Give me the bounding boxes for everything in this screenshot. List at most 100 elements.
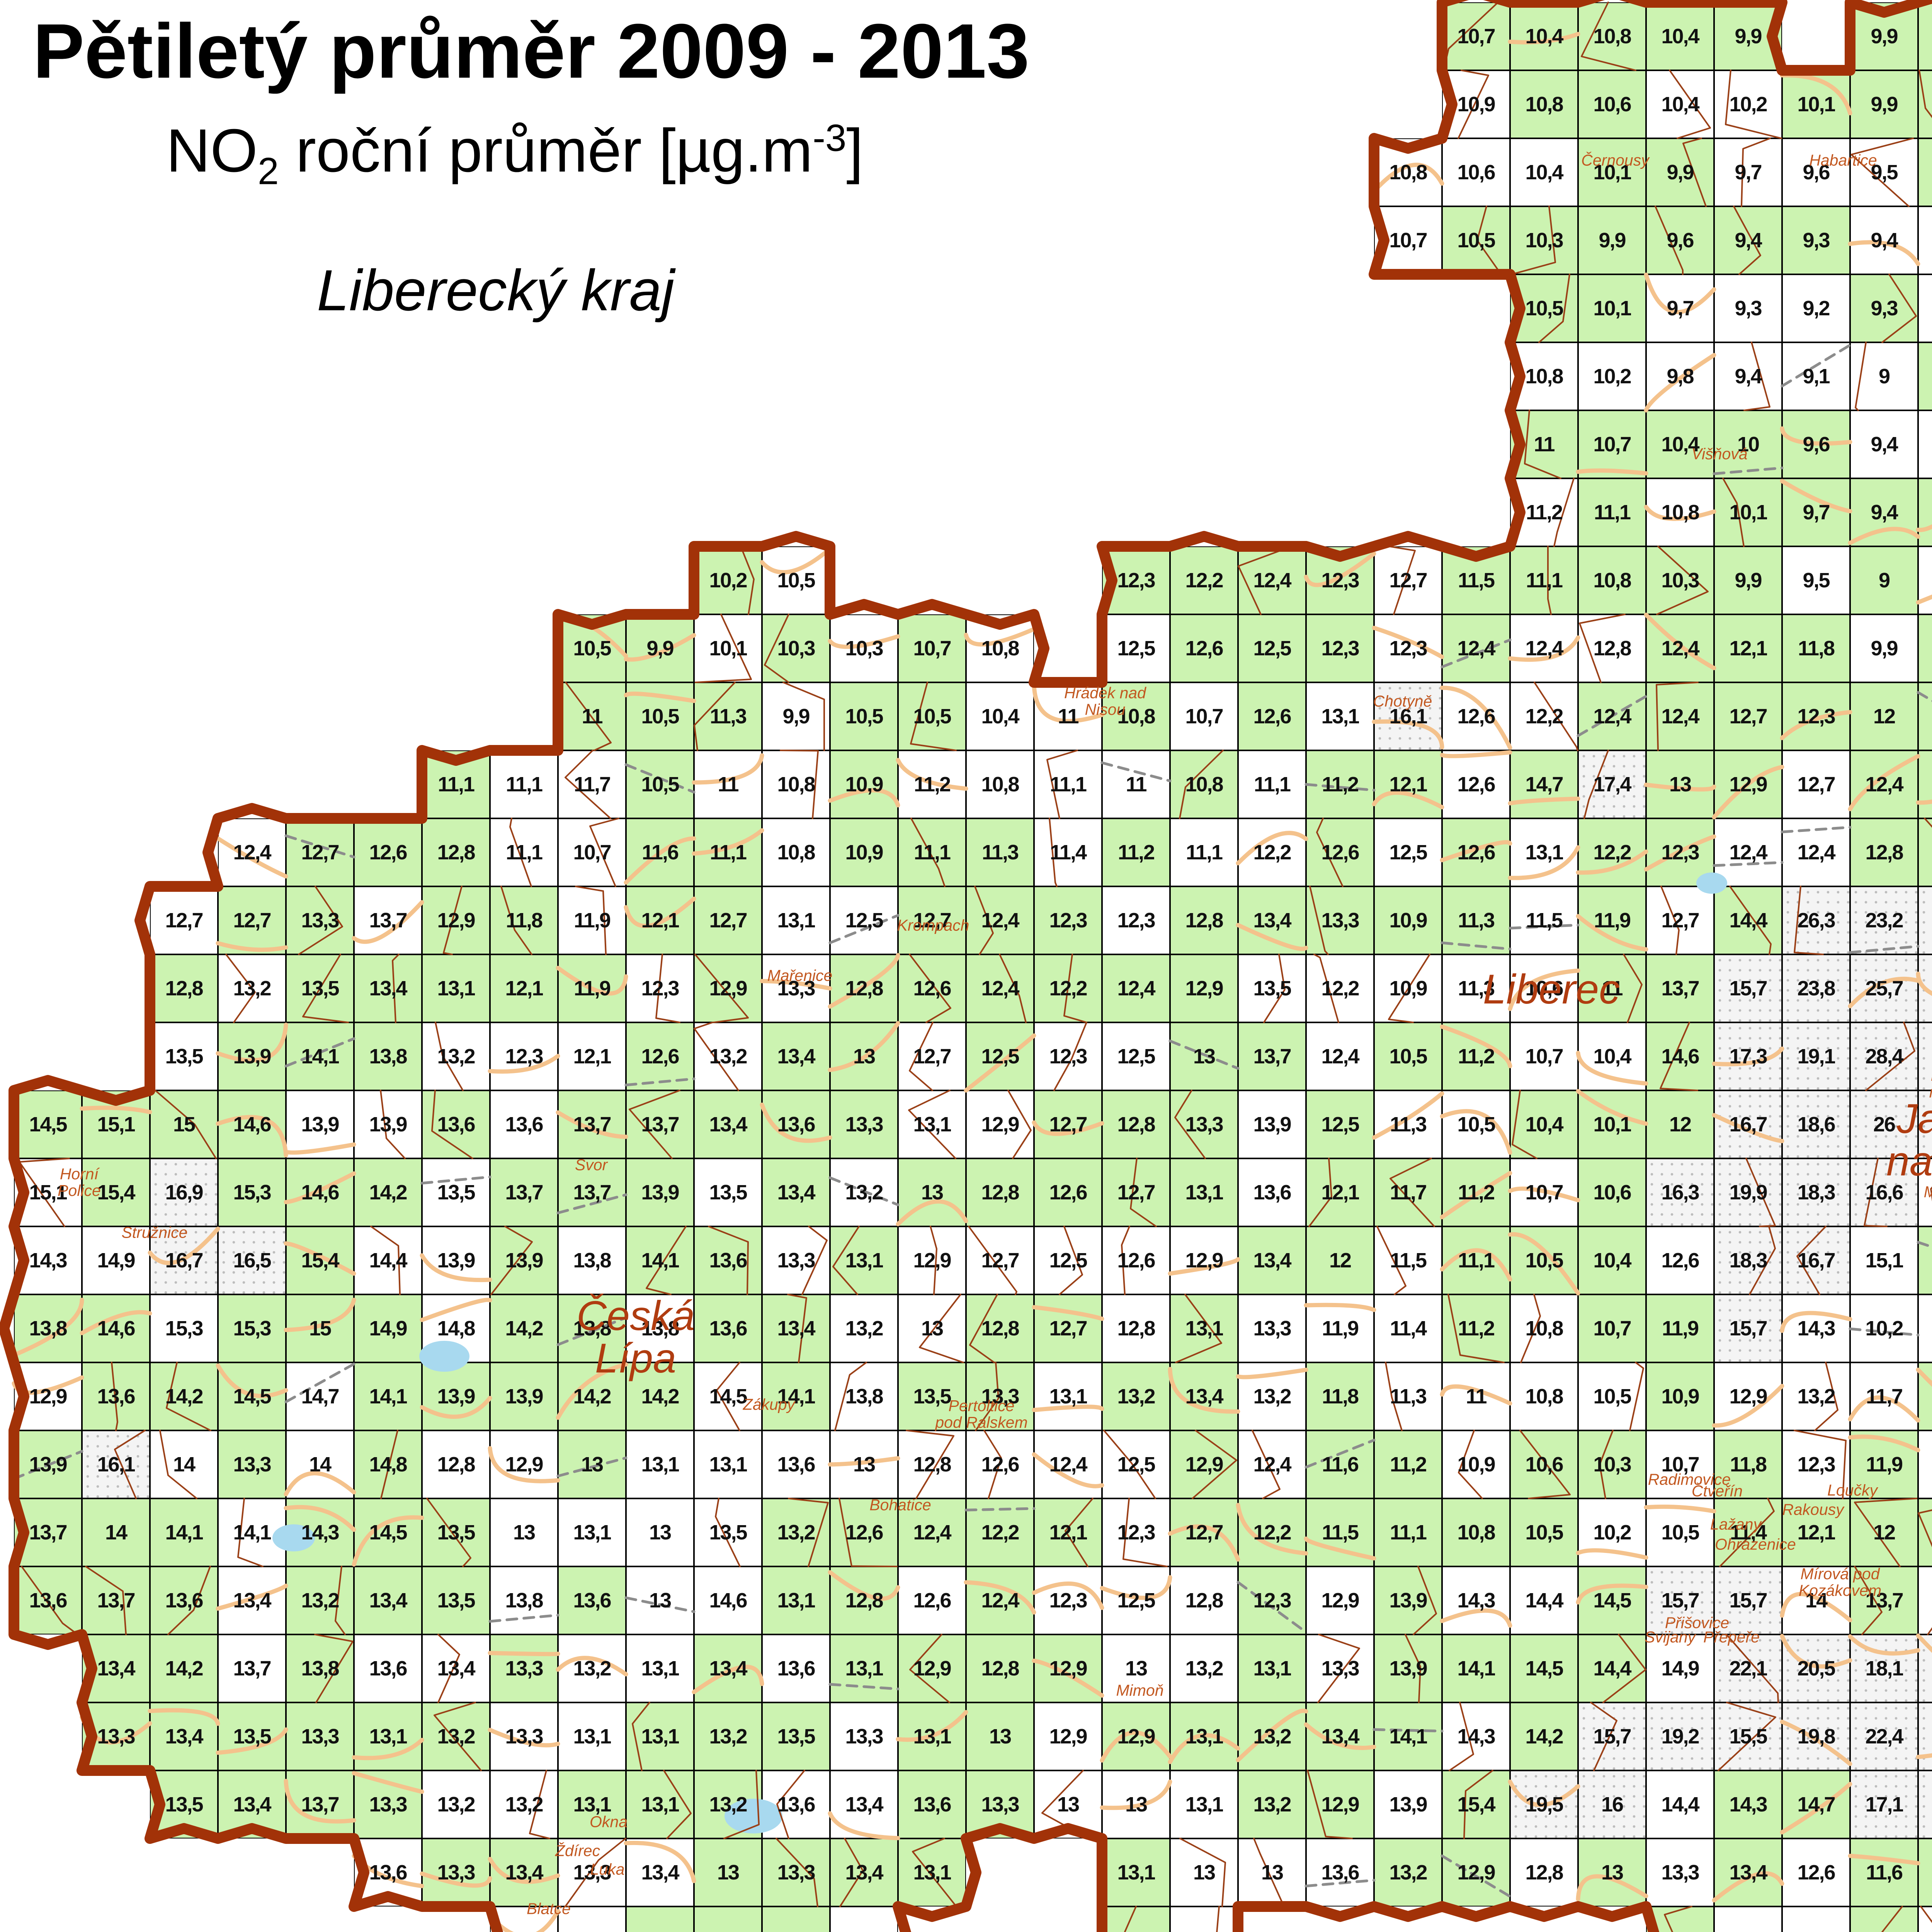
grid-cell [830, 750, 898, 818]
grid-cell [966, 1430, 1034, 1498]
grid-cell [1510, 1294, 1578, 1362]
grid-cell [626, 1090, 694, 1158]
grid-cell [1578, 410, 1646, 478]
grid-cell [1238, 1090, 1306, 1158]
grid-cell [1714, 206, 1782, 274]
grid-cell [1646, 546, 1714, 614]
grid-cell [1646, 1362, 1714, 1430]
place-label-line: Chotyně [1373, 692, 1432, 710]
grid-cell [1102, 1362, 1170, 1430]
grid-cell [490, 1294, 558, 1362]
grid-cell [1238, 886, 1306, 954]
grid-cell [626, 1294, 694, 1362]
place-label-line: Nisou [1085, 701, 1126, 718]
grid-cell [1850, 274, 1918, 342]
grid-cell [1442, 1090, 1510, 1158]
grid-cell [1714, 1022, 1782, 1090]
grid-cell [422, 1498, 490, 1566]
grid-cell [1510, 886, 1578, 954]
grid-cell [1510, 342, 1578, 410]
grid-cell [422, 886, 490, 954]
grid-cell [1442, 750, 1510, 818]
grid-cell [1918, 682, 1932, 750]
grid-cell [1510, 1090, 1578, 1158]
place-label-line: Stružnice [121, 1223, 188, 1242]
grid-cell [898, 1090, 966, 1158]
grid-cell [490, 1498, 558, 1566]
grid-cell [1102, 1022, 1170, 1090]
grid-cell [1918, 886, 1932, 954]
grid-cell [830, 1362, 898, 1430]
grid-cell [626, 750, 694, 818]
place-label: Radimovice [1648, 1471, 1731, 1488]
grid-cell [898, 1022, 966, 1090]
grid-cell [1442, 682, 1510, 750]
grid-cell [762, 682, 830, 750]
grid-cell [626, 1362, 694, 1430]
grid-cell [626, 1498, 694, 1566]
grid-cell [150, 1022, 218, 1090]
grid-cell [1850, 70, 1918, 138]
grid-cell [1646, 70, 1714, 138]
city-label-line: Česká [576, 1292, 695, 1339]
place-label-line: Radimovice [1648, 1470, 1731, 1488]
grid-cell [1918, 614, 1932, 682]
grid-cell [1850, 410, 1918, 478]
place-label-line: Ždírec [555, 1842, 600, 1860]
grid-cell [1782, 1226, 1850, 1294]
grid-cell [1850, 954, 1918, 1022]
grid-cell [1238, 1430, 1306, 1498]
grid-cell [1578, 546, 1646, 614]
grid-cell [1578, 1430, 1646, 1498]
grid-cell [14, 1498, 82, 1566]
grid-cell [1306, 682, 1374, 750]
grid-cell [1714, 410, 1782, 478]
grid-cell [1918, 2, 1932, 70]
grid-cell [898, 818, 966, 886]
place-label-line: Ohrazenice [1715, 1535, 1796, 1553]
grid-cell [1714, 954, 1782, 1022]
grid-cell [150, 954, 218, 1022]
grid-cell [1510, 206, 1578, 274]
grid-cell [1238, 1158, 1306, 1226]
grid-cell [966, 1226, 1034, 1294]
place-label-line: Blatce [527, 1900, 571, 1918]
grid-cell [1782, 614, 1850, 682]
subtitle-pollutant: NO [166, 117, 258, 185]
grid-cell [1034, 1090, 1102, 1158]
place-label-line: Luka [590, 1860, 625, 1878]
grid-cell [1034, 1294, 1102, 1362]
grid-cell [1170, 1158, 1238, 1226]
grid-cell [558, 1226, 626, 1294]
grid-cell [1850, 138, 1918, 206]
grid-cell [1238, 682, 1306, 750]
grid-cell [1646, 2, 1714, 70]
grid-cell [694, 1362, 762, 1430]
grid-cell [354, 1294, 422, 1362]
grid-cell [626, 1226, 694, 1294]
place-label: Maršovice [1924, 1184, 1932, 1200]
grid-cell [1442, 2, 1510, 70]
grid-cell [898, 1430, 966, 1498]
grid-cell [1850, 546, 1918, 614]
grid-cell [966, 1158, 1034, 1226]
grid-cell [354, 1090, 422, 1158]
grid-cell [1646, 478, 1714, 546]
grid-cell [490, 1090, 558, 1158]
grid-cell [1782, 1090, 1850, 1158]
grid-cell [762, 750, 830, 818]
place-label-line: Višňová [1691, 445, 1748, 463]
grid-cell [1306, 1362, 1374, 1430]
grid-cell [1918, 342, 1932, 410]
grid-cell [354, 1022, 422, 1090]
grid-cell [422, 1158, 490, 1226]
city-label: Jablonecnad Nisou [1886, 1097, 1932, 1182]
place-label-line: Maršovice [1924, 1184, 1932, 1200]
grid-cell [218, 886, 286, 954]
grid-cell [694, 1294, 762, 1362]
grid-cell [1238, 1022, 1306, 1090]
grid-cell [830, 1294, 898, 1362]
grid-cell [694, 1158, 762, 1226]
grid-cell [1782, 274, 1850, 342]
grid-cell [558, 1430, 626, 1498]
